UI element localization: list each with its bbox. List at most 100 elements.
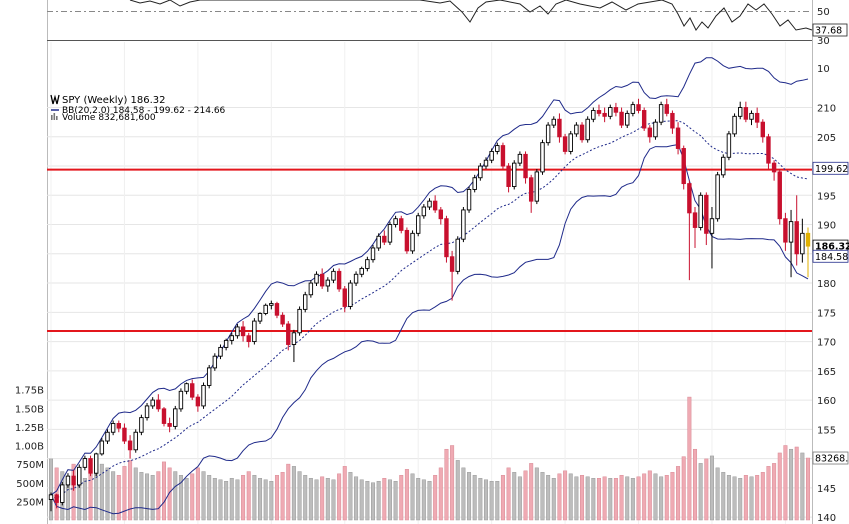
candle-body (461, 209, 466, 240)
candle-body (274, 303, 280, 316)
volume-axis: 250M 500M 750M 1.00B 1.25B 1.50B 1.75B (15, 386, 44, 509)
volume-bar (461, 467, 466, 521)
volume-bar (427, 481, 432, 521)
candle-body (212, 355, 218, 369)
volume-bar (574, 476, 579, 521)
candle-body (139, 417, 144, 433)
volume-bar (438, 467, 443, 521)
volume-bar (48, 458, 54, 521)
candle-body (161, 408, 167, 424)
upper-axis-labels: 50 30 10 (817, 7, 830, 75)
candle-body (127, 440, 133, 451)
candle-body (348, 282, 353, 307)
volume-bar (709, 455, 714, 521)
volume-bar (517, 476, 522, 521)
upper-indicator-panel: 50 30 10 37.68 (47, 0, 848, 75)
upper-tick-label: 10 (817, 64, 830, 75)
volume-bar (320, 476, 325, 521)
candle-body (116, 423, 121, 429)
candle-body (495, 145, 500, 152)
candle-body (65, 475, 71, 486)
candle-body (805, 232, 811, 247)
volume-bar (585, 476, 590, 521)
bb-lower-tag-value: 184.58 (815, 252, 848, 263)
upper-indicator-line (129, 0, 813, 31)
volume-bar (777, 452, 782, 521)
candle-body (263, 304, 268, 314)
candle-body (771, 162, 777, 173)
volume-bar (506, 467, 511, 521)
candle-body (82, 458, 88, 468)
volume-bar (602, 476, 607, 521)
candle-body (478, 165, 483, 179)
upper-tick-label: 30 (817, 36, 830, 47)
volume-tick-label: 500M (16, 479, 44, 490)
legend-logo-icon (50, 94, 60, 105)
price-tick-label: 195 (817, 191, 836, 202)
candle-body (472, 177, 477, 190)
candle-body (777, 171, 782, 220)
candle-body (122, 427, 127, 442)
candle-body (551, 118, 556, 126)
upper-indicator-tag-box (812, 23, 848, 37)
volume-bar (105, 467, 110, 521)
candle-body (229, 335, 234, 341)
volume-bar (743, 475, 748, 521)
bb-middle-band (50, 120, 809, 500)
candle-body (365, 259, 370, 269)
volume-bar (653, 473, 658, 521)
volume-bar (128, 460, 133, 521)
volume-bar (608, 478, 613, 521)
price-tick-label: 140 (817, 513, 836, 524)
volume-bar (568, 473, 573, 521)
candle-body (557, 118, 562, 138)
volume-bar (416, 478, 421, 521)
candle-body (613, 107, 619, 113)
volume-bar (246, 471, 251, 521)
candle-body (636, 104, 641, 111)
candle-body (438, 209, 443, 220)
candle-body (704, 194, 709, 234)
volume-bar (71, 463, 76, 521)
candle-body (393, 218, 398, 226)
candle-body (54, 494, 59, 503)
candle-body (223, 339, 229, 348)
volume-bar (393, 481, 398, 521)
candle-body (596, 110, 602, 114)
candle-body (235, 326, 240, 337)
volume-bar (444, 448, 449, 521)
volume-bar (139, 472, 144, 521)
volume-bar (161, 461, 166, 521)
volume-bar (455, 460, 460, 521)
legend-bb-label: BB(20,2.0) 184.58 - 199.62 - 214.66 (62, 106, 226, 116)
candle-body (286, 323, 291, 345)
volume-bar (704, 458, 709, 521)
volume-bar (348, 472, 353, 521)
volume-bar (580, 475, 585, 521)
volume-bar (241, 475, 246, 521)
candle-body (540, 142, 545, 173)
candle-body (240, 326, 246, 337)
candle-body (370, 247, 376, 261)
candle-body (342, 288, 347, 307)
candle-body (466, 189, 472, 211)
volume-bar (766, 466, 771, 521)
volume-bar (291, 466, 296, 521)
volume-bar (331, 479, 336, 521)
candle-body (252, 320, 257, 343)
volume-bar (659, 476, 664, 521)
price-tick-label: 210 (817, 104, 836, 115)
volume-bar (382, 478, 387, 521)
volume-bar (681, 456, 686, 521)
candle-body (630, 104, 636, 114)
candle-body (71, 475, 76, 486)
volume-bar (150, 475, 155, 521)
volume-bar (274, 475, 279, 521)
volume-bar (642, 473, 647, 521)
volume-layer (48, 396, 811, 521)
volume-bar (433, 475, 438, 521)
volume-bar (365, 481, 370, 521)
candle-body (591, 110, 596, 120)
candle-body (280, 314, 285, 325)
volume-bar (410, 473, 415, 521)
